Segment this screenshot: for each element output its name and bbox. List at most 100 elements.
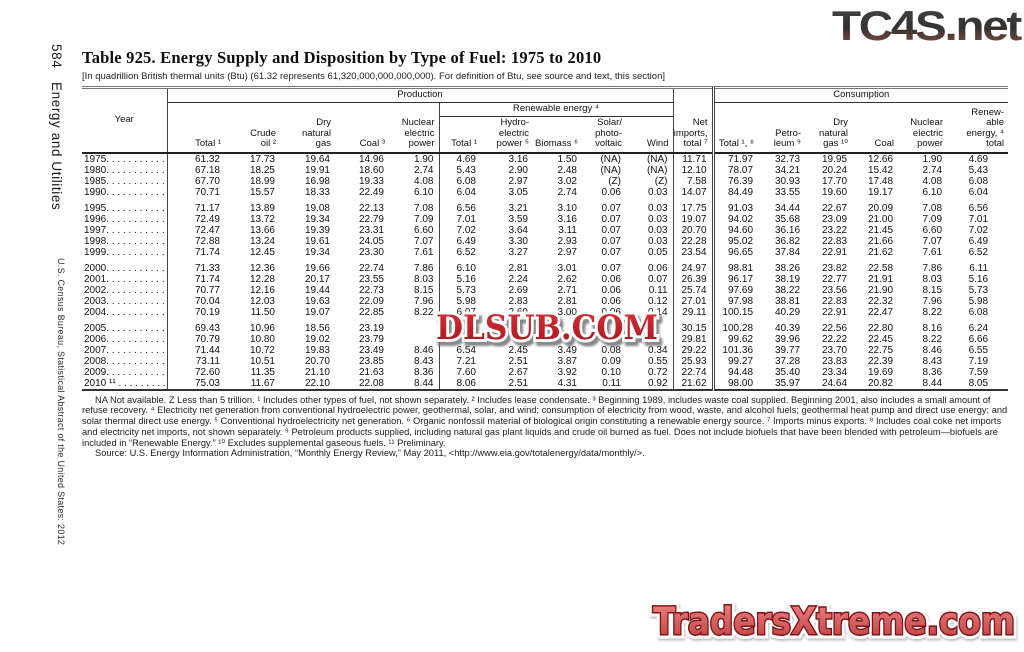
- value-cell: 12.45: [249, 246, 275, 258]
- value-cell: 23.83: [821, 355, 848, 367]
- value-cell: 8.22: [922, 306, 943, 318]
- year-cell: 1996. . . . . . . . . . . . . . .: [82, 213, 168, 225]
- value-cell: [626, 257, 674, 263]
- value-cell: 99.62: [711, 333, 759, 345]
- value-cell: 0.06: [626, 262, 674, 274]
- value-cell: 21.00: [867, 213, 894, 225]
- value-cell: 5.16: [968, 273, 989, 285]
- value-cell: 2.74: [922, 164, 943, 176]
- col-header-petroleum: Petro- leum ⁹: [758, 102, 806, 154]
- value-cell: 7.02: [456, 224, 476, 236]
- value-cell: 38.22: [774, 284, 801, 296]
- value-cell: 7.58: [687, 175, 707, 187]
- value-cell: 6.11: [969, 262, 989, 274]
- col-header-cons-nuclear: Nuclear electric power: [898, 102, 948, 154]
- value-cell: 13.72: [249, 213, 275, 225]
- value-cell: 8.46: [922, 344, 943, 356]
- value-cell: 0.12: [626, 295, 674, 307]
- value-cell: 6.52: [456, 246, 476, 258]
- value-cell: 11.71: [682, 153, 707, 165]
- year-cell: [82, 317, 168, 323]
- value-cell: 14.07: [681, 186, 707, 198]
- value-cell: 22.10: [304, 377, 330, 389]
- table-row: 1995. . . . . . . . . . . . . . . 71.17 13…: [82, 202, 1008, 214]
- value-cell: 2.67: [508, 366, 528, 378]
- value-cell: 4.69: [456, 153, 476, 165]
- col-header-net-imports: Net imports, total ⁷: [673, 87, 714, 154]
- value-cell: 33.55: [774, 186, 801, 198]
- value-cell: 12.03: [249, 295, 275, 307]
- year-cell: 2009. . . . . . . . . . . . . . .: [82, 366, 168, 378]
- value-cell: 8.43: [922, 355, 943, 367]
- value-cell: 7.07: [922, 235, 943, 247]
- value-cell: 17.75: [681, 202, 707, 214]
- value-cell: 6.10: [389, 186, 440, 198]
- value-cell: 84.49: [711, 186, 759, 198]
- value-cell: 19.02: [304, 333, 330, 345]
- value-cell: 72.88: [194, 235, 220, 247]
- value-cell: 29.22: [681, 344, 707, 356]
- value-cell: [533, 334, 582, 345]
- col-header-cons-coal: Coal: [852, 102, 899, 154]
- value-cell: 67.70: [194, 175, 220, 187]
- table-row: 2010 ¹¹ . . . . . . . . . . . . . 75.03 11…: [82, 377, 1008, 390]
- value-cell: 22.91: [821, 246, 848, 258]
- table-row: 2008. . . . . . . . . . . . . . . 73.11 10…: [82, 355, 1008, 367]
- value-cell: 23.30: [358, 246, 384, 258]
- value-cell: 61.32: [194, 153, 220, 165]
- value-cell: 3.30: [508, 235, 528, 247]
- value-cell: 11.35: [250, 366, 275, 378]
- value-cell: 8.22: [922, 333, 943, 345]
- value-cell: 22.39: [867, 355, 894, 367]
- value-cell: 19.63: [304, 295, 330, 307]
- value-cell: 23.22: [821, 224, 848, 236]
- value-cell: 19.08: [304, 202, 330, 214]
- value-cell: 35.97: [774, 377, 801, 389]
- value-cell: 24.05: [358, 235, 384, 247]
- value-cell: 2.81: [508, 262, 528, 274]
- value-cell: 2.45: [508, 344, 528, 356]
- value-cell: 5.43: [968, 164, 989, 176]
- value-cell: 22.28: [681, 235, 707, 247]
- value-cell: 18.33: [304, 186, 330, 198]
- value-cell: 71.74: [194, 273, 220, 285]
- section-title-vertical: Energy and Utilities: [49, 82, 64, 211]
- value-cell: 20.17: [304, 273, 330, 285]
- table-row: 1975. . . . . . . . . . . . . . . 61.32 17…: [82, 152, 1008, 165]
- value-cell: 2.74: [389, 164, 440, 176]
- table-row: 1980. . . . . . . . . . . . . . . 67.18 18…: [82, 164, 1008, 176]
- watermark-traders-glow: TradersXtreme.com: [653, 600, 1015, 643]
- value-cell: 0.03: [626, 224, 674, 236]
- value-cell: 5.98: [968, 295, 989, 307]
- value-cell: 23.34: [821, 366, 848, 378]
- value-cell: 29.11: [682, 306, 707, 318]
- value-cell: 40.29: [774, 306, 801, 318]
- value-cell: 26.39: [681, 273, 707, 285]
- col-header-prod-total: Total ¹: [167, 102, 225, 154]
- value-cell: 23.54: [681, 246, 707, 258]
- value-cell: 19.39: [304, 224, 330, 236]
- value-cell: 8.15: [389, 284, 440, 296]
- value-cell: 22.85: [358, 306, 384, 318]
- value-cell: 38.81: [774, 295, 801, 307]
- value-cell: 19.44: [304, 284, 330, 296]
- value-cell: 22.09: [358, 295, 384, 307]
- year-cell: 2006. . . . . . . . . . . . . . .: [82, 333, 168, 345]
- table-row: 2006. . . . . . . . . . . . . . . 70.79 10…: [82, 333, 1008, 345]
- value-cell: 7.19: [968, 355, 989, 367]
- value-cell: 15.42: [867, 164, 894, 176]
- table-row: 2009. . . . . . . . . . . . . . . 72.60 11…: [82, 366, 1008, 378]
- value-cell: 5.98: [456, 295, 476, 307]
- value-cell: 23.31: [358, 224, 384, 236]
- col-header-coal: Coal ³: [335, 102, 389, 154]
- value-cell: 72.47: [194, 224, 220, 236]
- value-cell: 24.64: [821, 377, 848, 389]
- value-cell: 3.00: [557, 306, 577, 318]
- value-cell: 25.93: [681, 355, 707, 367]
- col-group-production: Production: [167, 87, 674, 103]
- value-cell: 39.77: [774, 344, 801, 356]
- value-cell: 11.67: [250, 377, 275, 389]
- value-cell: 23.56: [821, 284, 848, 296]
- value-cell: 2.74: [557, 186, 577, 198]
- value-cell: 19.91: [304, 164, 330, 176]
